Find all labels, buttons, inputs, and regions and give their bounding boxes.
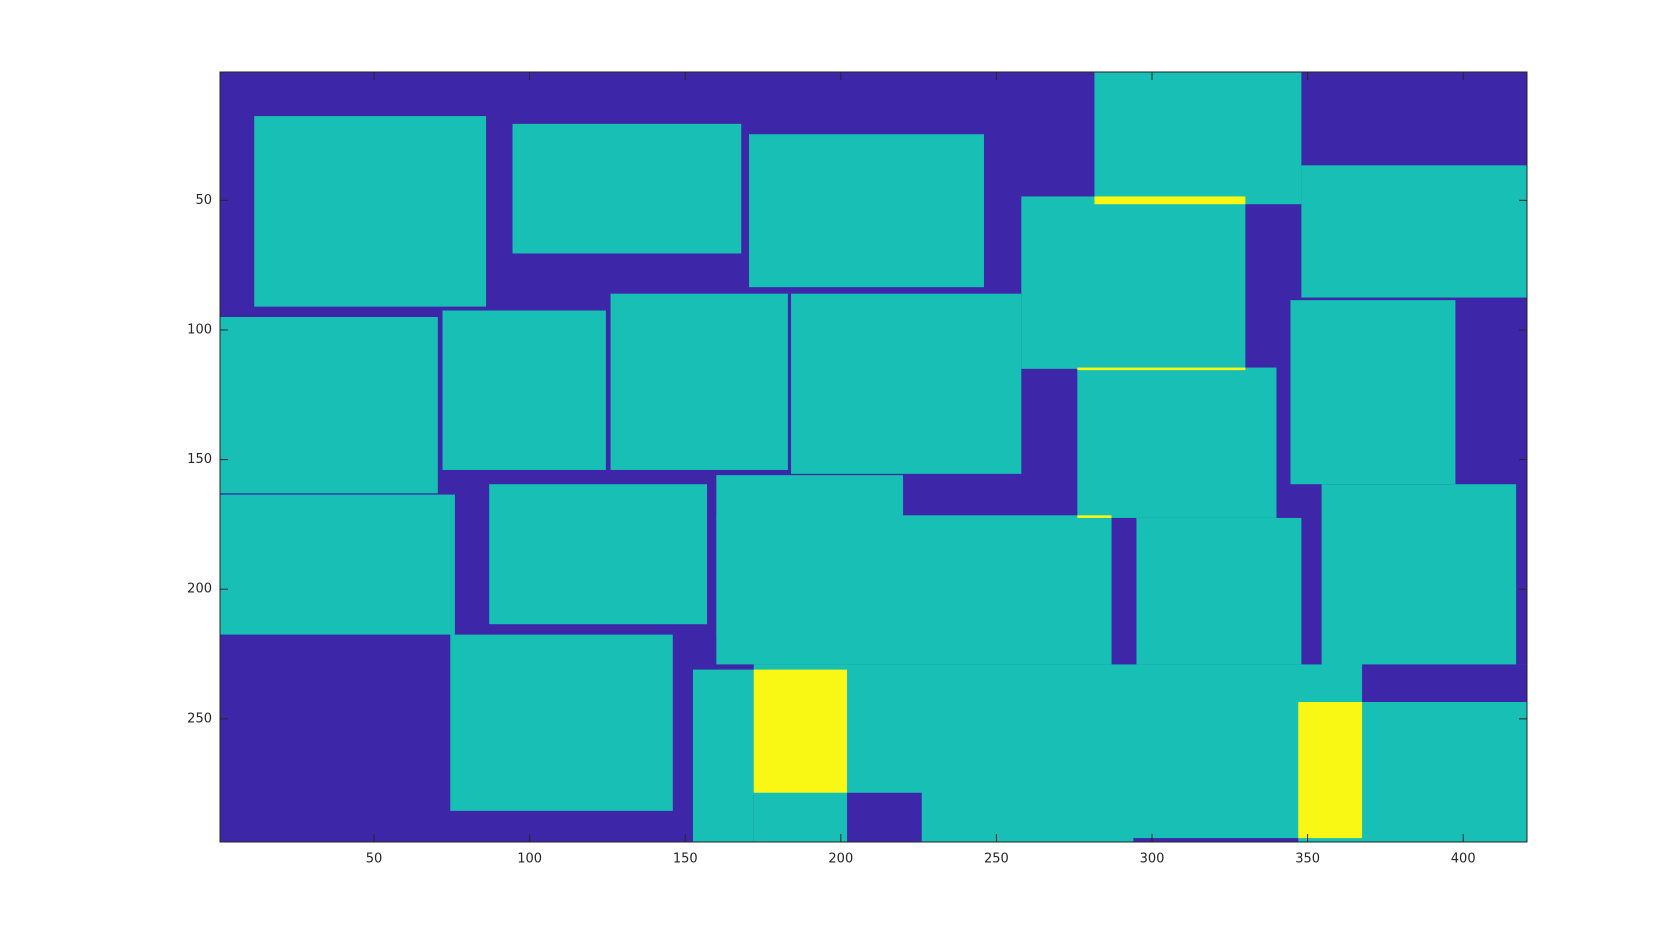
cell-block xyxy=(254,116,487,307)
cell-block xyxy=(220,494,455,635)
cell-block xyxy=(450,634,673,811)
cell-block xyxy=(1094,196,1246,205)
x-tick-label: 400 xyxy=(1451,852,1476,867)
cell-block xyxy=(512,123,742,254)
cell-block xyxy=(693,669,754,842)
cell-block xyxy=(1094,72,1302,205)
cell-block xyxy=(1321,484,1517,666)
cell-block xyxy=(1077,515,1112,518)
cell-block xyxy=(749,134,984,288)
cell-block xyxy=(1077,367,1277,518)
cell-block xyxy=(1077,367,1246,371)
x-tick-label: 200 xyxy=(828,852,853,867)
y-tick-label: 100 xyxy=(187,322,212,337)
cell-block xyxy=(220,317,438,494)
cell-block xyxy=(1362,664,1527,702)
x-tick-label: 150 xyxy=(673,852,698,867)
cell-block xyxy=(489,484,708,625)
cell-block xyxy=(1136,517,1302,665)
cell-block xyxy=(847,792,922,842)
cell-block xyxy=(1021,196,1246,369)
y-tick-label: 200 xyxy=(187,582,212,597)
x-tick-label: 250 xyxy=(984,852,1009,867)
y-tick-label: 250 xyxy=(187,711,212,726)
x-tick-label: 100 xyxy=(517,852,542,867)
cell-block xyxy=(1301,165,1527,298)
x-tick-label: 350 xyxy=(1295,852,1320,867)
cell-block xyxy=(610,293,788,470)
y-tick-label: 150 xyxy=(187,452,212,467)
plot-frame xyxy=(219,71,1528,843)
cell-block xyxy=(1290,300,1456,485)
cell-block xyxy=(716,515,1112,665)
y-tick-label: 50 xyxy=(195,193,212,208)
cell-block xyxy=(1133,838,1299,842)
cell-block xyxy=(753,669,848,793)
cell-block xyxy=(442,310,606,470)
cell-block xyxy=(791,293,1022,474)
x-tick-label: 300 xyxy=(1140,852,1165,867)
cell-block xyxy=(1298,702,1363,839)
x-tick-label: 50 xyxy=(366,852,383,867)
